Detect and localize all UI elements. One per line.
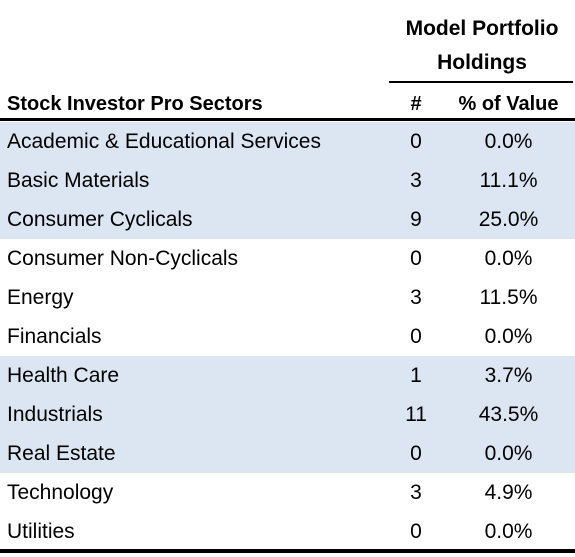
table-row: Consumer Non-Cyclicals 0 0.0% — [0, 239, 575, 278]
count-cell: 9 — [410, 208, 422, 231]
sector-cell: Consumer Non-Cyclicals — [7, 247, 239, 270]
percent-cell: 0.0% — [484, 130, 533, 153]
percent-cell: 43.5% — [478, 403, 539, 426]
sector-cell: Real Estate — [7, 442, 116, 465]
percent-cell: 0.0% — [484, 247, 533, 270]
group-header-line1: Model Portfolio — [405, 17, 559, 40]
sector-cell: Utilities — [7, 520, 75, 543]
table-row: Academic & Educational Services 0 0.0% — [0, 122, 575, 161]
table-row: Consumer Cyclicals 9 25.0% — [0, 200, 575, 239]
sector-cell: Energy — [7, 286, 74, 309]
table-row: Real Estate 0 0.0% — [0, 434, 575, 473]
sector-cell: Health Care — [7, 364, 120, 387]
table-row: Basic Materials 3 11.1% — [0, 161, 575, 200]
count-cell: 0 — [410, 130, 422, 153]
percent-cell: 11.5% — [479, 286, 538, 309]
sector-cell: Basic Materials — [7, 169, 150, 192]
sector-cell: Academic & Educational Services — [7, 130, 321, 153]
count-cell: 11 — [405, 403, 427, 426]
percent-cell: 11.1% — [479, 169, 538, 192]
group-header: Model Portfolio Holdings — [389, 12, 575, 80]
bottom-rule — [0, 549, 575, 553]
group-header-underline — [389, 81, 573, 83]
sector-cell: Industrials — [7, 403, 103, 426]
percent-cell: 0.0% — [484, 442, 533, 465]
percent-cell: 4.9% — [484, 481, 533, 504]
column-header-percent: % of Value — [458, 93, 559, 115]
table-row: Industrials 11 43.5% — [0, 395, 575, 434]
count-cell: 0 — [410, 520, 422, 543]
count-cell: 3 — [410, 169, 422, 192]
table-body: Academic & Educational Services 0 0.0% B… — [0, 122, 575, 551]
sector-cell: Consumer Cyclicals — [7, 208, 193, 231]
count-cell: 3 — [410, 481, 422, 504]
table-row: Technology 3 4.9% — [0, 473, 575, 512]
sector-cell: Technology — [7, 481, 114, 504]
column-header-sector: Stock Investor Pro Sectors — [7, 93, 263, 115]
table-row: Utilities 0 0.0% — [0, 512, 575, 551]
count-cell: 3 — [410, 286, 422, 309]
count-cell: 0 — [410, 325, 422, 348]
header-rule — [0, 118, 575, 121]
table-row: Health Care 1 3.7% — [0, 356, 575, 395]
percent-cell: 3.7% — [484, 364, 533, 387]
percent-cell: 0.0% — [484, 520, 533, 543]
count-cell: 0 — [410, 247, 422, 270]
group-header-line2: Holdings — [437, 51, 527, 74]
count-cell: 0 — [410, 442, 422, 465]
count-cell: 1 — [410, 364, 422, 387]
sector-cell: Financials — [7, 325, 102, 348]
column-header-count: # — [410, 93, 422, 115]
table-row: Energy 3 11.5% — [0, 278, 575, 317]
percent-cell: 25.0% — [478, 208, 539, 231]
percent-cell: 0.0% — [484, 325, 533, 348]
table-row: Financials 0 0.0% — [0, 317, 575, 356]
